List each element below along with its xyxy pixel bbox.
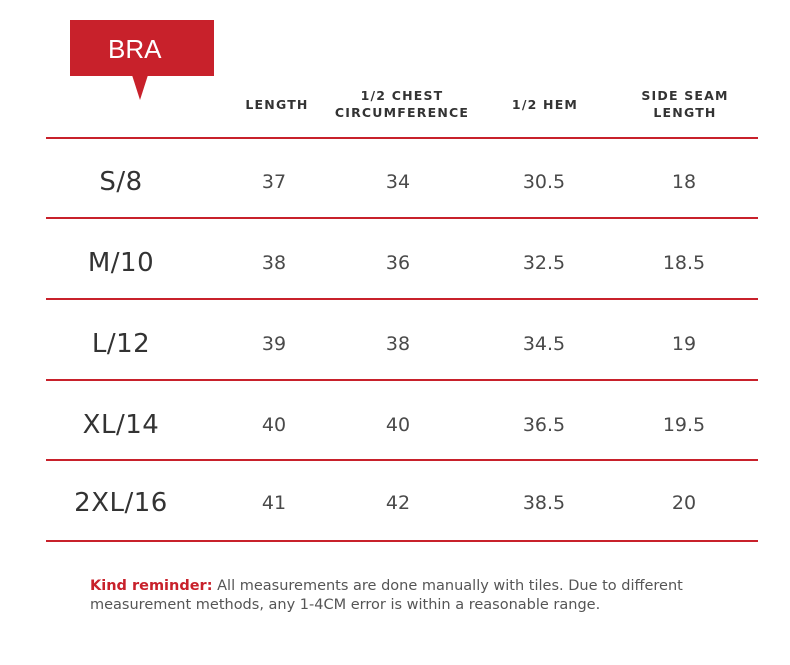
note-label: Kind reminder: <box>90 578 213 594</box>
table-row: L/12 39 38 34.5 19 <box>0 304 790 384</box>
header-chest: 1/2 CHEST CIRCUMFERENCE <box>322 84 482 124</box>
divider <box>46 298 758 300</box>
divider <box>46 459 758 461</box>
divider <box>46 540 758 542</box>
side-seam-cell: 20 <box>671 492 697 514</box>
length-cell: 37 <box>261 171 287 193</box>
hem-cell: 34.5 <box>522 333 566 355</box>
kind-reminder-note: Kind reminder: All measurements are done… <box>90 577 770 615</box>
hem-cell: 32.5 <box>522 252 566 274</box>
length-cell: 41 <box>261 492 287 514</box>
length-cell: 38 <box>261 252 287 274</box>
chest-cell: 38 <box>385 333 411 355</box>
side-seam-cell: 18 <box>671 171 697 193</box>
hem-cell: 30.5 <box>522 171 566 193</box>
note-line2: measurement methods, any 1-4CM error is … <box>90 597 601 613</box>
side-seam-cell: 19.5 <box>662 414 706 436</box>
category-tag: BRA <box>70 20 214 76</box>
length-cell: 40 <box>261 414 287 436</box>
header-side-line1: SIDE SEAM <box>641 88 729 103</box>
table-row: 2XL/16 41 42 38.5 20 <box>0 463 790 543</box>
header-side-seam: SIDE SEAM LENGTH <box>620 84 750 124</box>
header-hem: 1/2 HEM <box>511 96 579 112</box>
size-cell: 2XL/16 <box>74 488 168 518</box>
header-side-line2: LENGTH <box>653 105 717 120</box>
side-seam-cell: 19 <box>671 333 697 355</box>
tag-pointer <box>132 75 148 100</box>
header-length: LENGTH <box>245 96 309 112</box>
size-cell: S/8 <box>99 167 143 197</box>
note-line1: All measurements are done manually with … <box>212 578 683 594</box>
size-cell: XL/14 <box>82 410 160 440</box>
chest-cell: 36 <box>385 252 411 274</box>
chest-cell: 34 <box>385 171 411 193</box>
category-tag-label: BRA <box>108 34 162 64</box>
divider <box>46 217 758 219</box>
divider <box>46 379 758 381</box>
header-chest-line1: 1/2 CHEST <box>360 88 444 103</box>
hem-cell: 36.5 <box>522 414 566 436</box>
table-row: S/8 37 34 30.5 18 <box>0 142 790 222</box>
divider <box>46 137 758 139</box>
size-cell: M/10 <box>87 248 155 278</box>
length-cell: 39 <box>261 333 287 355</box>
hem-cell: 38.5 <box>522 492 566 514</box>
header-chest-line2: CIRCUMFERENCE <box>334 105 470 120</box>
table-row: XL/14 40 40 36.5 19.5 <box>0 385 790 465</box>
chest-cell: 42 <box>385 492 411 514</box>
chest-cell: 40 <box>385 414 411 436</box>
side-seam-cell: 18.5 <box>662 252 706 274</box>
size-cell: L/12 <box>91 329 151 359</box>
table-row: M/10 38 36 32.5 18.5 <box>0 223 790 303</box>
